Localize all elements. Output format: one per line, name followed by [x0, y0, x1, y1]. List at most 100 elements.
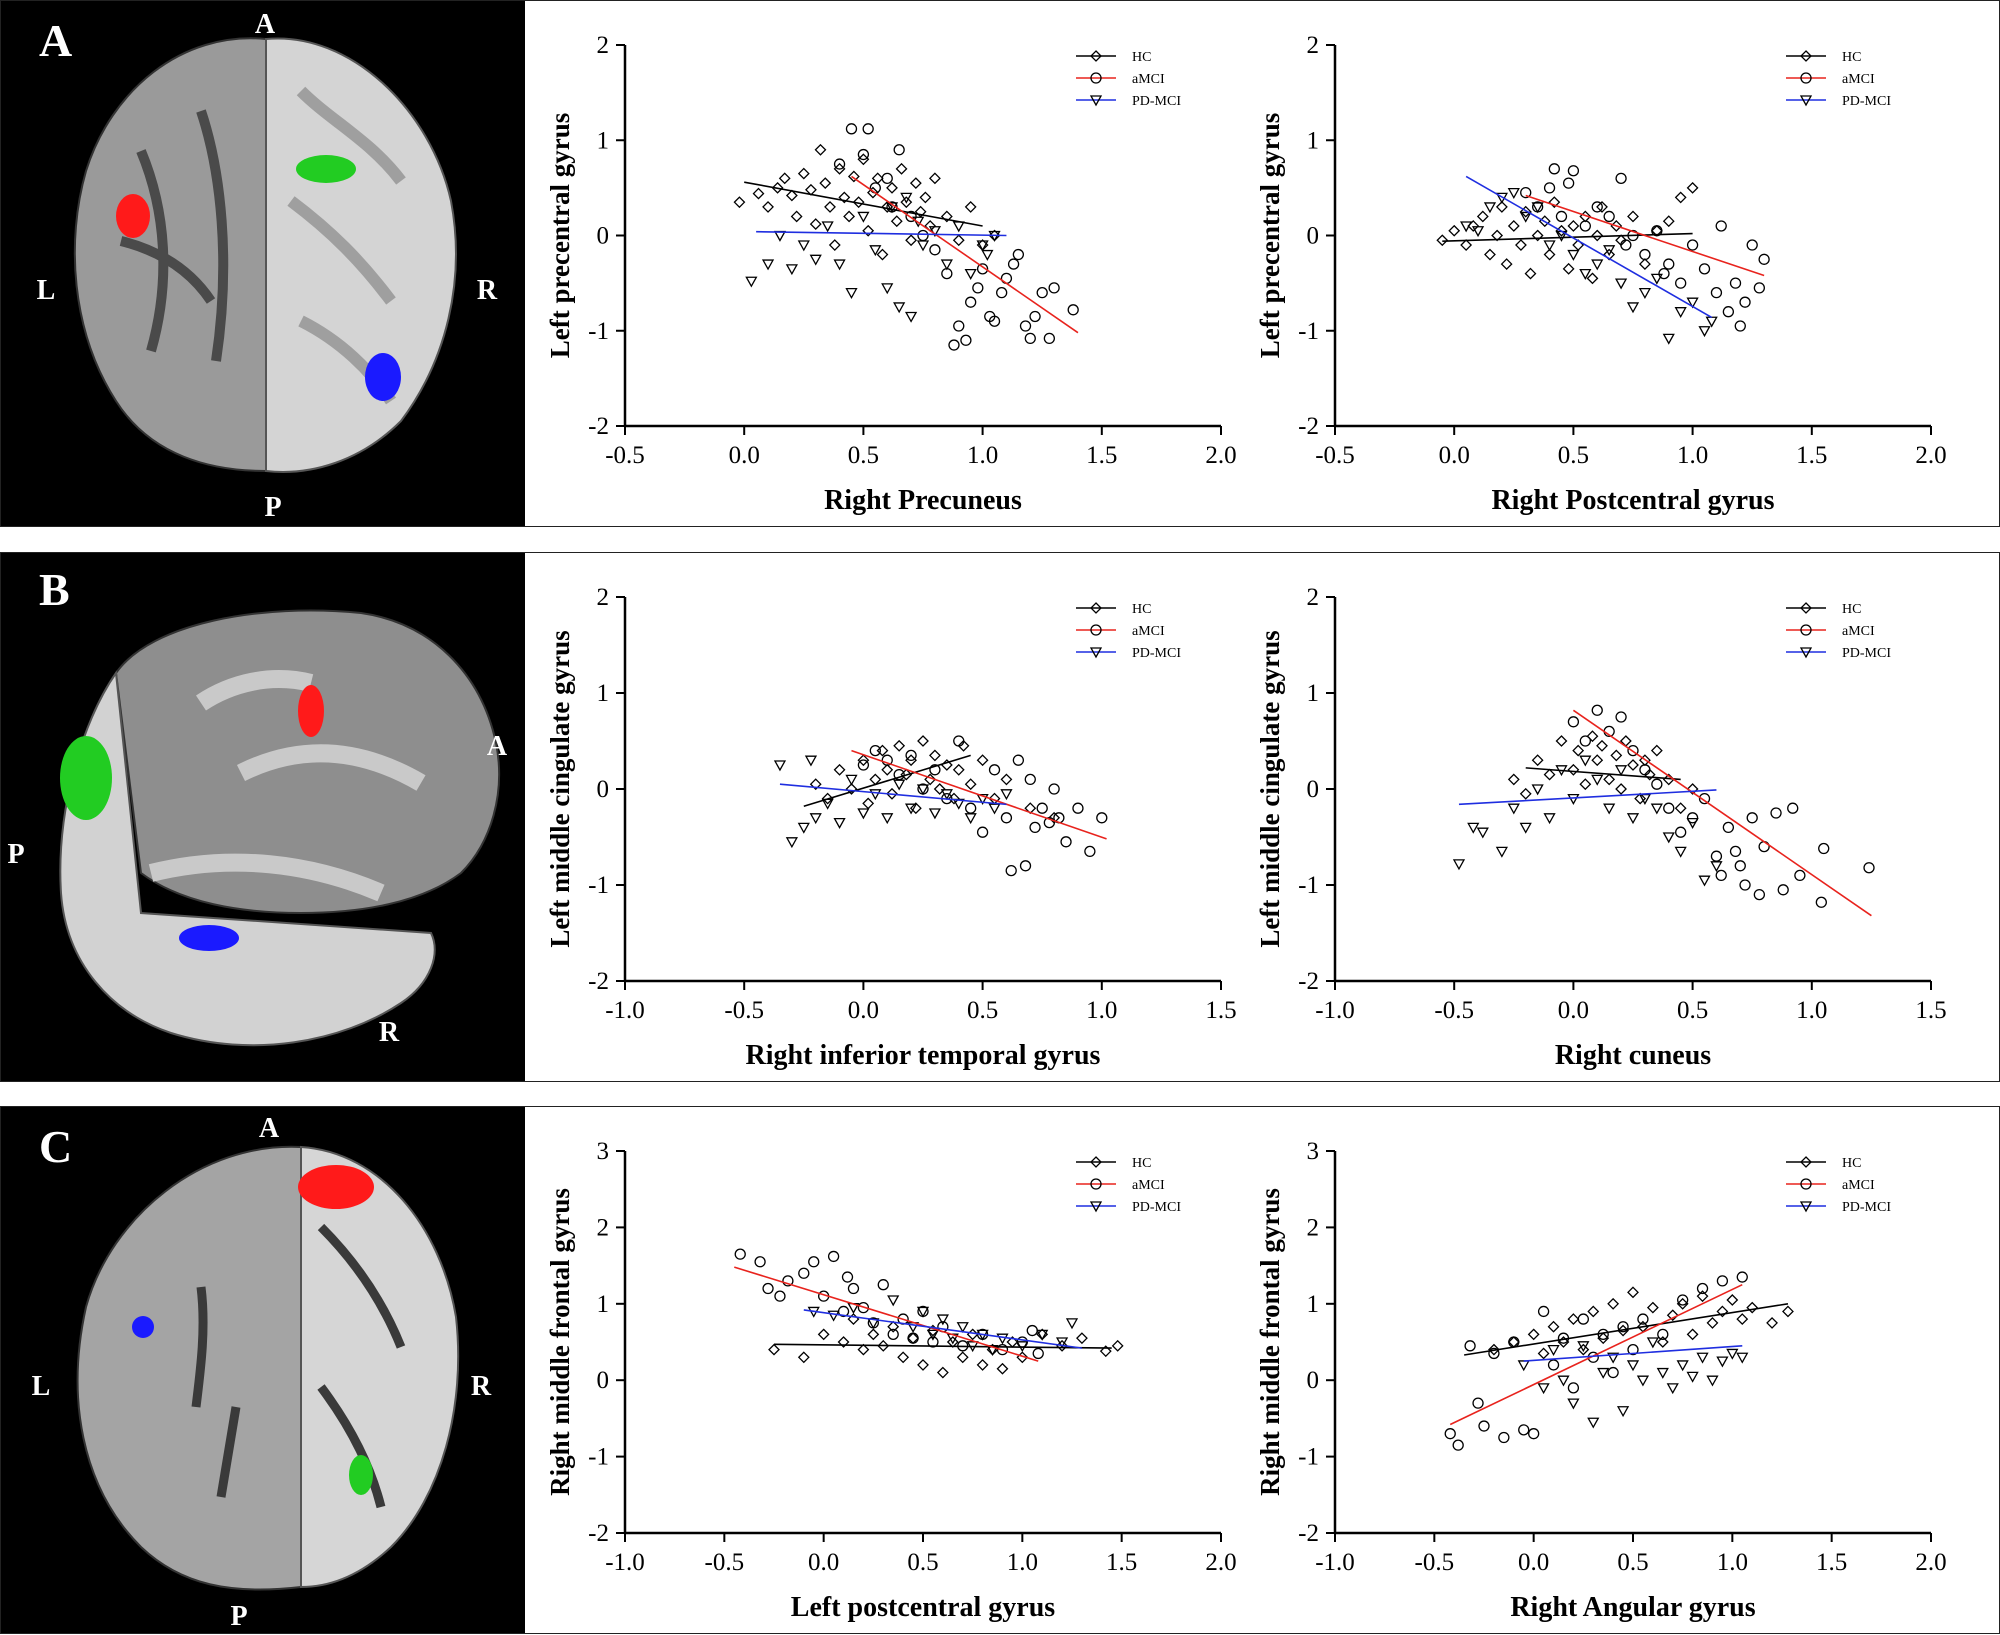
data-point-pd-mci [996, 1333, 1009, 1345]
data-point-hc [900, 768, 913, 781]
y-tick-label: 2 [1307, 1214, 1320, 1241]
data-point-pd-mci [857, 808, 870, 820]
y-tick-label: -1 [1298, 318, 1319, 345]
data-point-hc [1627, 759, 1639, 771]
data-point-pd-mci [881, 283, 894, 295]
y-tick-label: -2 [1298, 1520, 1319, 1547]
data-point-amci [960, 334, 972, 346]
y-tick-label: 1 [1307, 127, 1320, 154]
data-point-pd-mci [773, 760, 787, 772]
data-point-hc [862, 224, 875, 237]
data-point-pd-mci [1567, 249, 1580, 261]
y-tick-label: -2 [588, 968, 609, 995]
legend-label-pd-mci: PD-MCI [1132, 646, 1181, 661]
fit-line-pd-mci [1465, 175, 1713, 319]
y-tick-label: -1 [1298, 1444, 1319, 1471]
data-point-amci [1746, 239, 1758, 251]
data-point-pd-mci [1674, 846, 1687, 858]
data-point-pd-mci [1476, 827, 1489, 839]
data-point-amci [1567, 165, 1580, 177]
data-point-amci [1627, 1343, 1639, 1356]
chart-svg: -0.5 0.0 0.5 1.0 1.5 2.0 -2 -1 0 1 2 Right Precuneu… [545, 32, 1236, 516]
fit-line-pd-mci [779, 783, 1007, 806]
data-point-amci [965, 296, 977, 308]
data-point-amci [1696, 1282, 1709, 1295]
data-point-amci [1472, 1397, 1484, 1409]
data-point-amci [1029, 821, 1041, 834]
data-point-amci [1736, 1271, 1748, 1283]
legend-marker-hc [1800, 50, 1812, 62]
brain-sulci [119, 109, 229, 362]
data-point-pd-mci [1471, 226, 1485, 238]
data-point-hc [1782, 1305, 1794, 1318]
data-point-hc [1666, 1309, 1679, 1322]
data-point-pd-mci [809, 813, 822, 825]
data-point-pd-mci [804, 755, 818, 767]
data-point-amci [1657, 1328, 1669, 1341]
y-tick-label: 3 [597, 1138, 610, 1165]
data-point-hc [862, 797, 875, 810]
data-point-hc [824, 201, 836, 213]
x-tick-label: 2.0 [1915, 442, 1946, 469]
legend-marker-amci [1800, 72, 1812, 84]
data-point-pd-mci [916, 240, 930, 252]
legend-marker-pd-mci [1799, 95, 1813, 107]
x-tick-label: 0.5 [1617, 1549, 1648, 1576]
data-point-amci [1567, 1382, 1580, 1394]
data-point-amci [1029, 310, 1041, 323]
x-tick-label: 2.0 [1915, 1549, 1946, 1576]
y-tick-label: 0 [1307, 223, 1320, 250]
data-point-hc [886, 181, 898, 194]
fit-line-amci [734, 1266, 1039, 1362]
y-tick-label: 2 [597, 584, 610, 611]
data-point-amci [1024, 773, 1036, 786]
figure-panel-b: B A R P -1.0 -0.5 0.0 0.5 1.0 1.5 -2 -1 0 1 2 Right… [0, 552, 2000, 1082]
data-point-pd-mci [986, 1344, 999, 1356]
data-point-amci [1444, 1428, 1456, 1440]
data-point-hc [1706, 1316, 1719, 1329]
orientation-right: R [471, 1371, 492, 1402]
data-point-amci [1663, 258, 1675, 270]
data-point-amci [774, 1290, 786, 1302]
orientation-right: R [477, 275, 498, 306]
legend-label-amci: aMCI [1842, 1178, 1875, 1193]
y-tick-label: -1 [588, 1444, 609, 1471]
data-point-hc [1591, 229, 1604, 242]
data-point-amci [1005, 864, 1017, 877]
data-point-pd-mci [1055, 1337, 1069, 1349]
data-point-pd-mci [1543, 240, 1556, 252]
data-point-amci [1651, 225, 1663, 237]
data-point-amci [841, 1271, 854, 1283]
legend-marker-amci [1090, 72, 1102, 84]
data-point-amci [996, 1343, 1009, 1356]
fit-line-hc [1525, 767, 1681, 781]
orientation-top: A [259, 1113, 280, 1144]
data-point-hc [964, 778, 977, 791]
orientation-top: A [255, 9, 276, 40]
legend-label-hc: HC [1132, 1156, 1151, 1171]
data-point-amci [782, 1275, 794, 1287]
data-point-amci [1758, 840, 1770, 853]
fit-line-hc [1464, 1303, 1789, 1356]
data-point-hc [867, 186, 879, 199]
y-tick-label: 2 [1307, 32, 1320, 59]
data-point-hc [893, 739, 906, 752]
data-point-hc [1627, 1286, 1639, 1299]
data-point-hc [1726, 1294, 1739, 1306]
data-point-pd-mci [809, 254, 822, 266]
data-point-pd-mci [1507, 803, 1520, 815]
data-point-hc [876, 248, 889, 261]
data-point-hc [940, 210, 953, 223]
data-point-pd-mci [845, 774, 858, 786]
data-point-amci [1452, 1439, 1464, 1451]
data-point-pd-mci [1591, 774, 1604, 786]
data-point-hc [929, 172, 941, 185]
data-point-pd-mci [940, 259, 953, 271]
data-point-pd-mci [869, 245, 882, 257]
blob-red [298, 685, 324, 737]
data-point-pd-mci [1710, 861, 1723, 873]
data-point-pd-mci [1537, 1383, 1550, 1395]
figure-panel-a: A A P L R -0.5 0.0 0.5 1.0 1.5 2.0 -2 -1 0 1 2 Righ… [0, 0, 2000, 527]
x-tick-label: 1.5 [1205, 997, 1236, 1024]
data-point-amci [893, 144, 905, 156]
